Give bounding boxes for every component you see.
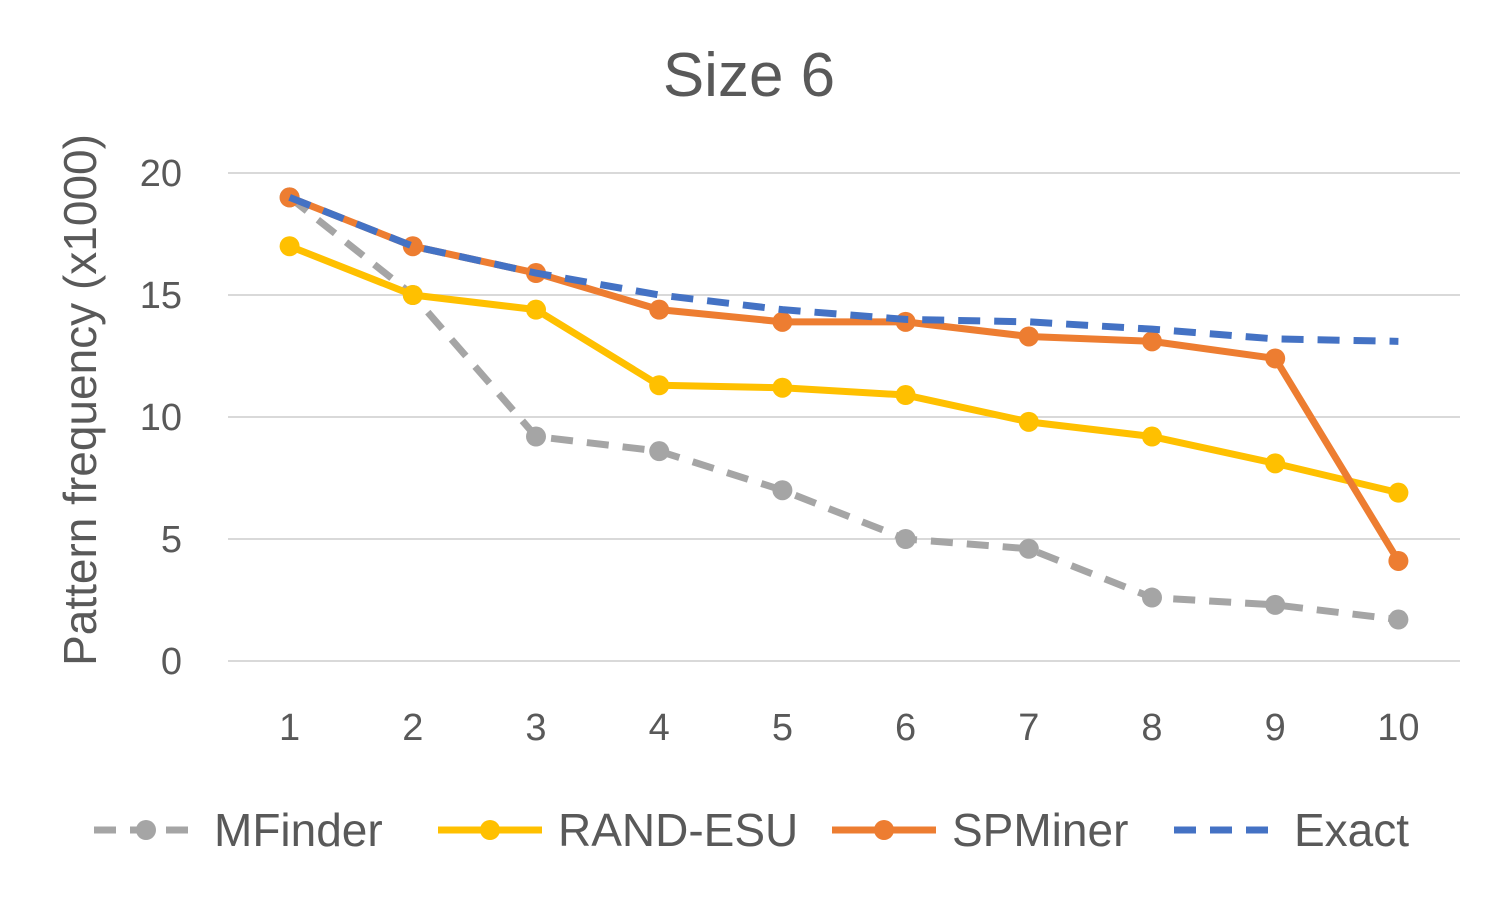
x-tick-label: 7 <box>1018 707 1039 749</box>
series-mfinder <box>279 187 1409 630</box>
series-line-rand-esu <box>286 242 1402 497</box>
legend: MFinder RAND-ESU SPMiner Exact <box>94 804 1409 856</box>
legend-item-spminer: SPMiner <box>832 804 1128 856</box>
legend-marker-mfinder <box>136 820 156 840</box>
series-exact <box>288 194 1399 345</box>
data-point-spminer <box>649 299 670 320</box>
legend-marker-rand-esu <box>480 820 500 840</box>
x-tick-label: 1 <box>279 707 300 749</box>
series-line-exact <box>288 194 1399 345</box>
data-point-spminer <box>1265 348 1286 369</box>
x-tick-label: 4 <box>649 707 670 749</box>
data-point-spminer <box>1388 550 1409 571</box>
data-point-rand-esu <box>402 285 423 305</box>
legend-item-rand-esu: RAND-ESU <box>438 804 798 856</box>
y-tick-label: 15 <box>140 275 182 317</box>
data-point-mfinder <box>1265 594 1286 615</box>
x-tick-label: 8 <box>1141 707 1162 749</box>
x-tick-label: 2 <box>402 707 423 749</box>
series-line-spminer <box>286 193 1402 565</box>
data-point-mfinder <box>1018 538 1039 559</box>
data-point-mfinder <box>649 441 670 462</box>
x-tick-label: 10 <box>1377 707 1419 749</box>
data-point-mfinder <box>1388 609 1409 630</box>
data-point-mfinder <box>772 480 793 501</box>
data-point-mfinder <box>526 426 546 447</box>
data-point-spminer <box>772 311 793 332</box>
legend-item-exact: Exact <box>1174 804 1409 856</box>
legend-label-exact: Exact <box>1294 804 1409 856</box>
data-point-rand-esu <box>1388 482 1409 503</box>
y-tick-label: 20 <box>140 153 182 195</box>
series-group <box>279 187 1409 630</box>
data-point-spminer <box>1142 331 1162 352</box>
x-axis-ticks: 1 2 3 4 5 6 7 8 9 10 <box>279 707 1420 749</box>
legend-marker-spminer <box>874 820 894 840</box>
y-tick-label: 5 <box>161 519 182 561</box>
series-line-mfinder <box>287 194 1399 623</box>
x-tick-label: 3 <box>525 707 546 749</box>
x-tick-label: 6 <box>895 707 916 749</box>
data-point-rand-esu <box>1142 426 1162 447</box>
x-tick-label: 9 <box>1265 707 1286 749</box>
legend-item-mfinder: MFinder <box>94 804 383 856</box>
legend-label-rand-esu: RAND-ESU <box>558 804 798 856</box>
data-point-mfinder <box>895 529 916 549</box>
legend-label-mfinder: MFinder <box>214 804 383 856</box>
legend-label-spminer: SPMiner <box>952 804 1128 856</box>
data-point-rand-esu <box>526 299 546 320</box>
data-point-rand-esu <box>1265 453 1286 474</box>
x-tick-label: 5 <box>772 707 793 749</box>
y-axis-ticks: 0 5 10 15 20 <box>140 153 182 683</box>
y-tick-label: 0 <box>161 641 182 683</box>
series-rand-esu <box>279 236 1409 503</box>
data-point-rand-esu <box>649 375 670 396</box>
data-point-rand-esu <box>1018 411 1039 432</box>
data-point-spminer <box>1018 326 1039 347</box>
data-point-rand-esu <box>895 385 916 406</box>
y-tick-label: 10 <box>140 397 182 439</box>
y-axis-label: Pattern frequency (x1000) <box>54 134 106 666</box>
data-point-rand-esu <box>772 377 793 398</box>
data-point-mfinder <box>1142 587 1162 608</box>
chart-title: Size 6 <box>663 41 835 110</box>
data-point-rand-esu <box>279 236 300 257</box>
